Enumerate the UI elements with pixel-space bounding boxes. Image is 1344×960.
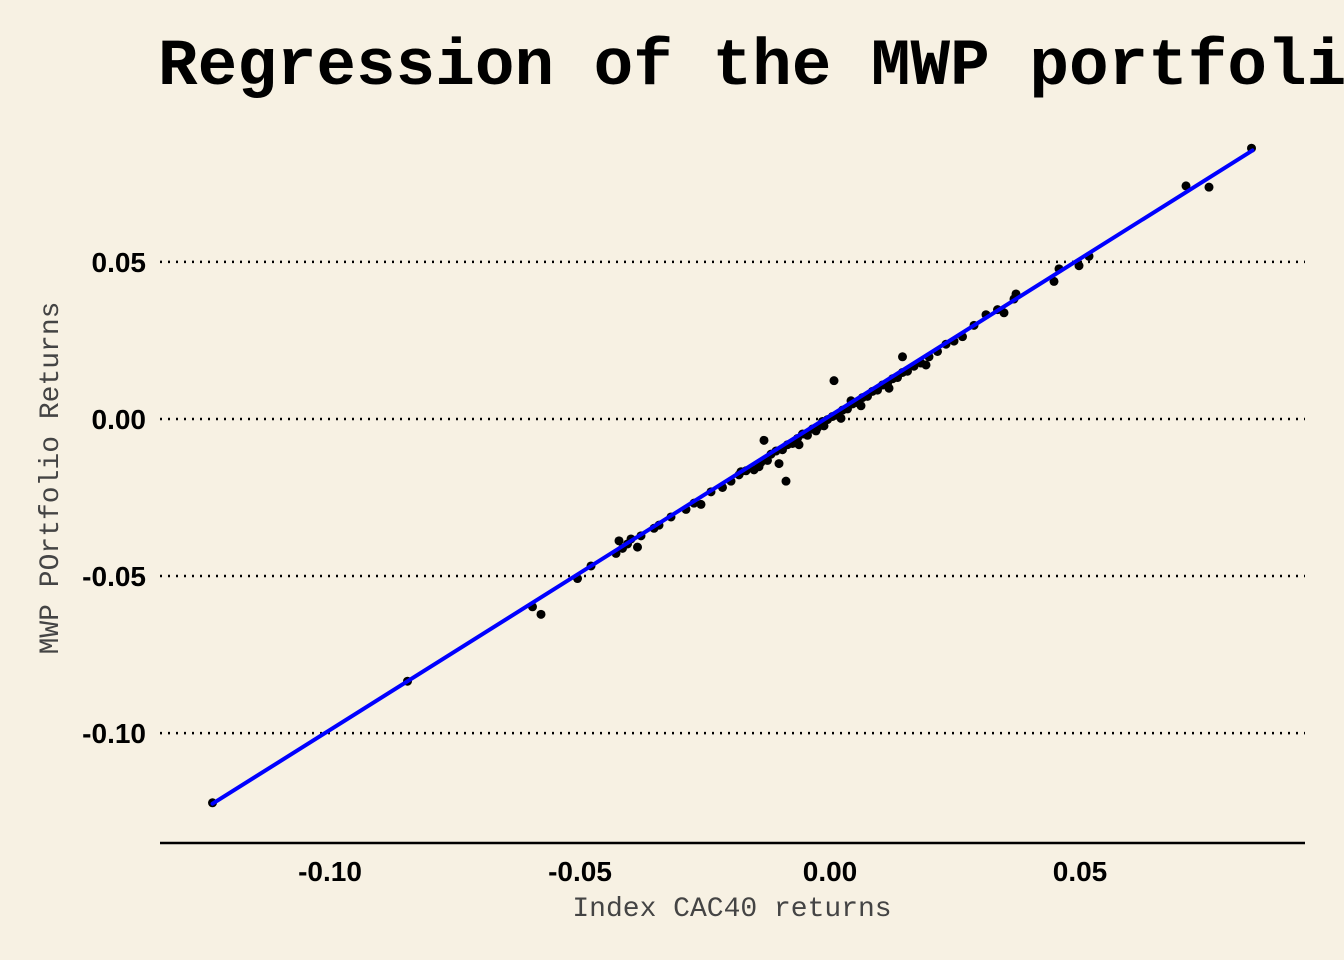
x-tick-labels: -0.10 -0.05 0.00 0.05 (298, 856, 1107, 887)
data-point (999, 308, 1009, 318)
data-point (1049, 276, 1059, 286)
x-tick-label: -0.05 (548, 856, 612, 887)
x-tick-label: -0.10 (298, 856, 362, 887)
data-point (811, 426, 821, 436)
data-point (1204, 182, 1214, 192)
y-tick-label: 0.00 (92, 404, 147, 435)
data-point (921, 360, 931, 370)
data-point (536, 609, 546, 619)
data-point (754, 462, 764, 472)
x-axis-title: Index CAC40 returns (572, 894, 891, 925)
data-point (819, 421, 829, 431)
y-tick-label: -0.05 (82, 561, 146, 592)
data-point (836, 413, 846, 423)
data-point (829, 376, 839, 386)
data-point (1181, 181, 1191, 191)
x-tick-label: 0.05 (1053, 856, 1108, 887)
data-point (696, 499, 706, 509)
data-point (774, 459, 784, 469)
y-axis-title: MWP POrtfolio Returns (36, 302, 67, 655)
data-point (856, 401, 866, 411)
y-tick-label: 0.05 (92, 247, 147, 278)
data-point (759, 435, 769, 445)
data-point (781, 476, 791, 486)
y-tick-labels: 0.05 0.00 -0.05 -0.10 (82, 247, 146, 749)
data-point (884, 383, 894, 393)
data-point (794, 440, 804, 450)
x-tick-label: 0.00 (803, 856, 858, 887)
data-point (614, 536, 624, 546)
regression-line (210, 148, 1255, 806)
data-point (633, 542, 642, 552)
data-point (1074, 261, 1084, 271)
chart-title: Regression of the MWP portfolio (158, 29, 1344, 104)
data-point (898, 352, 907, 362)
y-tick-label: -0.10 (82, 718, 146, 749)
